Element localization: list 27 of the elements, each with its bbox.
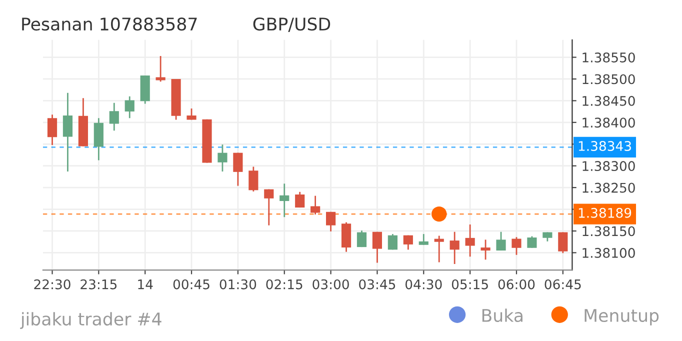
ref-line-label: 1.38343	[578, 141, 631, 151]
x-tick-label: 02:15	[266, 279, 302, 290]
x-tick-label: 06:00	[498, 279, 535, 290]
legend-label: Buka	[482, 308, 522, 322]
x-tick-label: 03:45	[359, 279, 396, 290]
x-tick-label: 22:30	[34, 279, 70, 290]
chart-subtitle: GBP/USD	[253, 17, 330, 32]
x-tick-label: 04:30	[406, 279, 442, 290]
x-tick-label: 03:00	[312, 279, 349, 290]
x-tick-label: 14	[138, 280, 153, 290]
ref-line-label: 1.38189	[578, 208, 632, 218]
y-tick-label: 1.38250	[582, 182, 635, 193]
x-tick-label: 01:30	[220, 279, 256, 290]
x-tick-label: 06:45	[544, 279, 581, 290]
y-tick-label: 1.38450	[582, 96, 635, 106]
y-tick-label: 1.38550	[582, 52, 635, 62]
x-tick-label: 05:15	[452, 279, 488, 290]
text: jibaku trader #4	[20, 312, 162, 329]
legend-label: Menutup	[584, 309, 659, 326]
y-tick-label: 1.38500	[582, 74, 635, 84]
y-tick-label: 1.38100	[582, 248, 635, 258]
chart-title: Pesanan 107883587	[22, 17, 197, 31]
x-tick-label: 00:45	[173, 279, 210, 290]
y-tick-label: 1.38400	[582, 118, 635, 128]
y-tick-label: 1.38300	[582, 161, 635, 172]
y-tick-label: 1.38150	[582, 226, 635, 236]
x-tick-label: 23:15	[80, 279, 117, 290]
